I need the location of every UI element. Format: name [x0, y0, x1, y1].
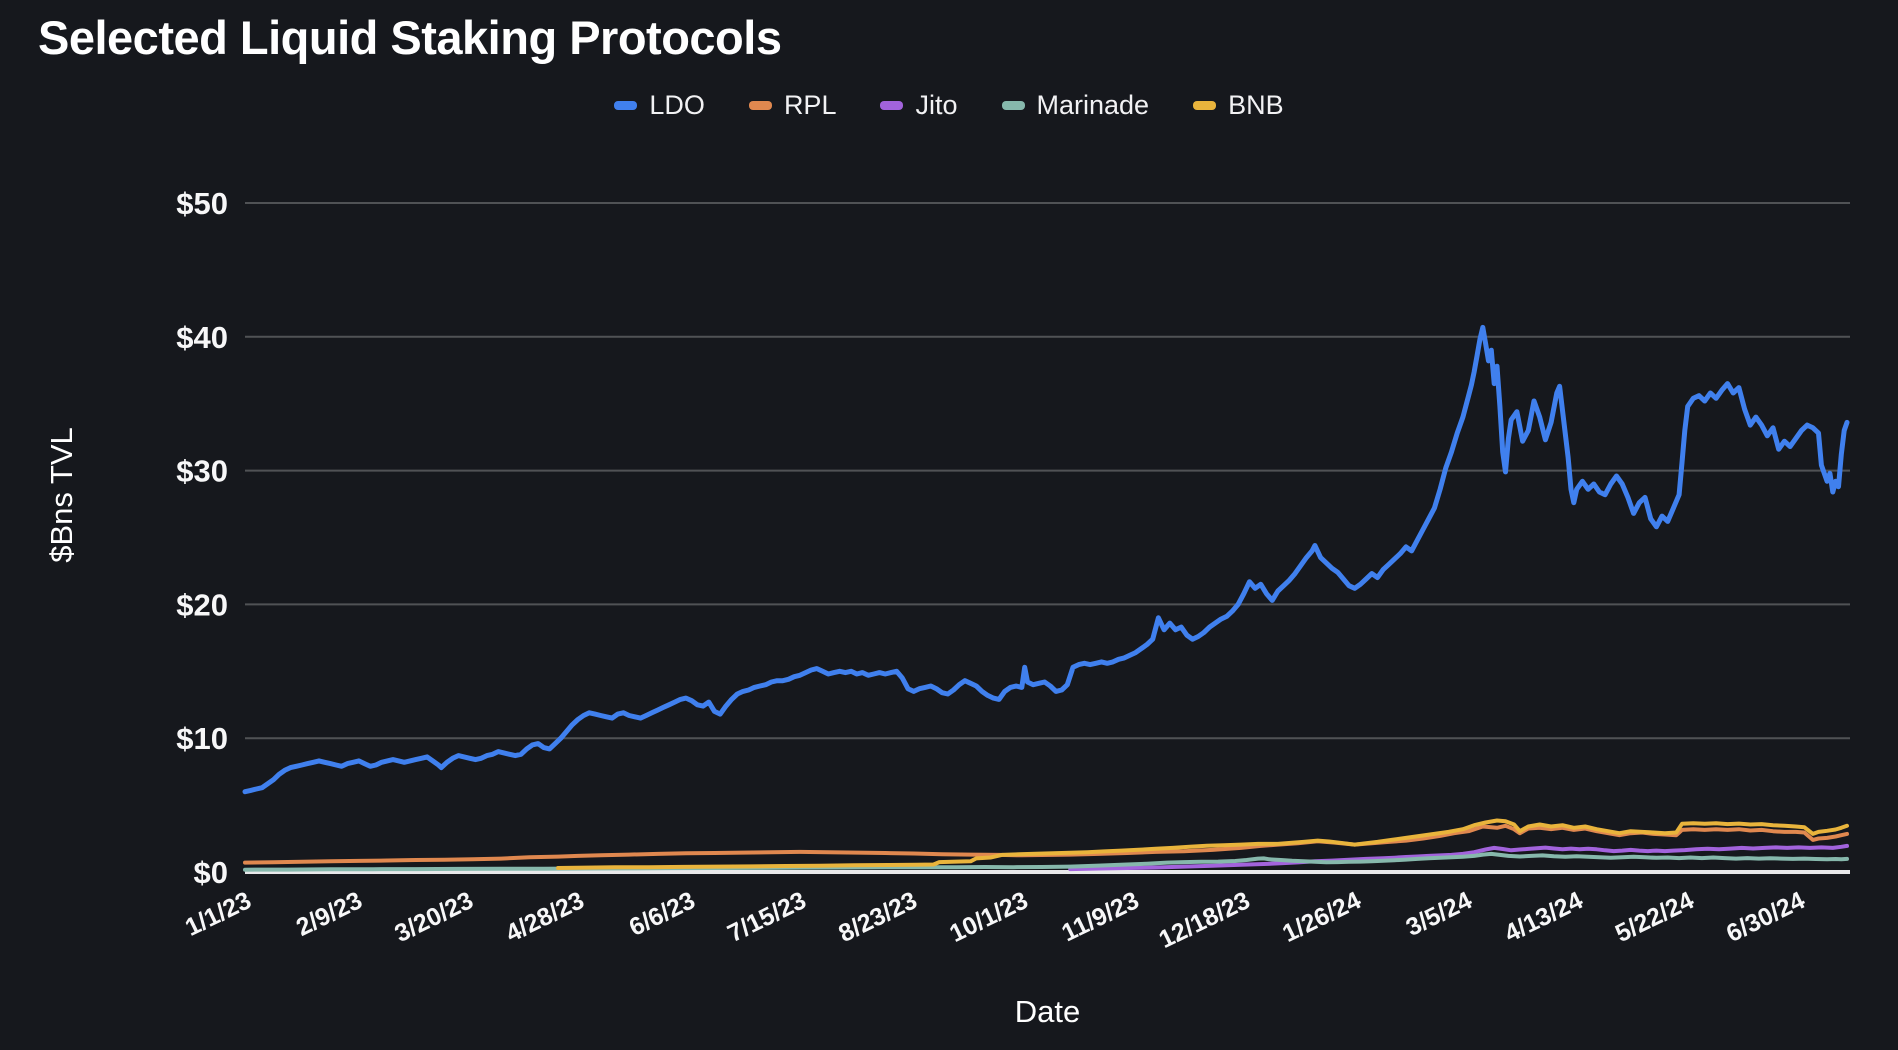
legend-swatch-marinade	[1001, 101, 1025, 110]
y-tick-label-50: $50	[176, 186, 228, 221]
x-tick-label: 7/15/23	[723, 886, 810, 948]
legend-swatch-rpl	[748, 101, 772, 110]
legend-label: LDO	[649, 90, 705, 120]
legend-item-marinade: Marinade	[1001, 90, 1150, 121]
x-axis-title: Date	[1015, 994, 1080, 1029]
y-tick-label-0: $0	[194, 855, 228, 890]
x-tick-label: 1/1/23	[181, 886, 256, 942]
x-tick-label: 3/5/24	[1402, 886, 1477, 942]
legend-item-rpl: RPL	[748, 90, 837, 121]
x-tick-label: 4/28/23	[501, 886, 588, 948]
x-tick-label: 1/26/24	[1278, 886, 1365, 948]
y-axis-title: $Bns TVL	[44, 427, 79, 563]
x-tick-label: 11/9/23	[1057, 886, 1143, 947]
x-tick-label: 10/1/23	[945, 886, 1032, 948]
legend-label: Jito	[915, 90, 958, 120]
x-tick-label: 12/18/23	[1155, 886, 1255, 954]
x-tick-label: 2/9/23	[292, 886, 367, 942]
chart-title: Selected Liquid Staking Protocols	[38, 11, 782, 64]
y-tick-label-10: $10	[176, 721, 228, 756]
x-tick-label: 5/22/24	[1611, 886, 1698, 948]
x-tick-label: 6/6/23	[625, 886, 700, 942]
legend-swatch-ldo	[614, 101, 638, 110]
legend-item-jito: Jito	[880, 90, 958, 121]
x-tick-label: 4/13/24	[1500, 886, 1587, 948]
legend-label: RPL	[783, 90, 837, 120]
y-tick-label-30: $30	[176, 454, 228, 489]
x-tick-label: 8/23/23	[834, 886, 921, 948]
legend-label: BNB	[1228, 90, 1284, 120]
legend-swatch-bnb	[1193, 101, 1217, 110]
legend: LDO RPL Jito Marinade BNB	[0, 90, 1898, 121]
legend-item-bnb: BNB	[1193, 90, 1284, 121]
series-line-marinade	[243, 851, 1849, 872]
series-line-ldo	[242, 324, 1850, 795]
legend-item-ldo: LDO	[614, 90, 705, 121]
x-tick-label: 3/20/23	[390, 886, 477, 948]
y-tick-label-20: $20	[176, 587, 228, 622]
y-tick-label-40: $40	[176, 320, 228, 355]
series-line-bnb	[556, 818, 1849, 870]
legend-swatch-jito	[880, 101, 904, 110]
x-tick-label: 6/30/24	[1722, 886, 1809, 948]
legend-label: Marinade	[1036, 90, 1150, 120]
